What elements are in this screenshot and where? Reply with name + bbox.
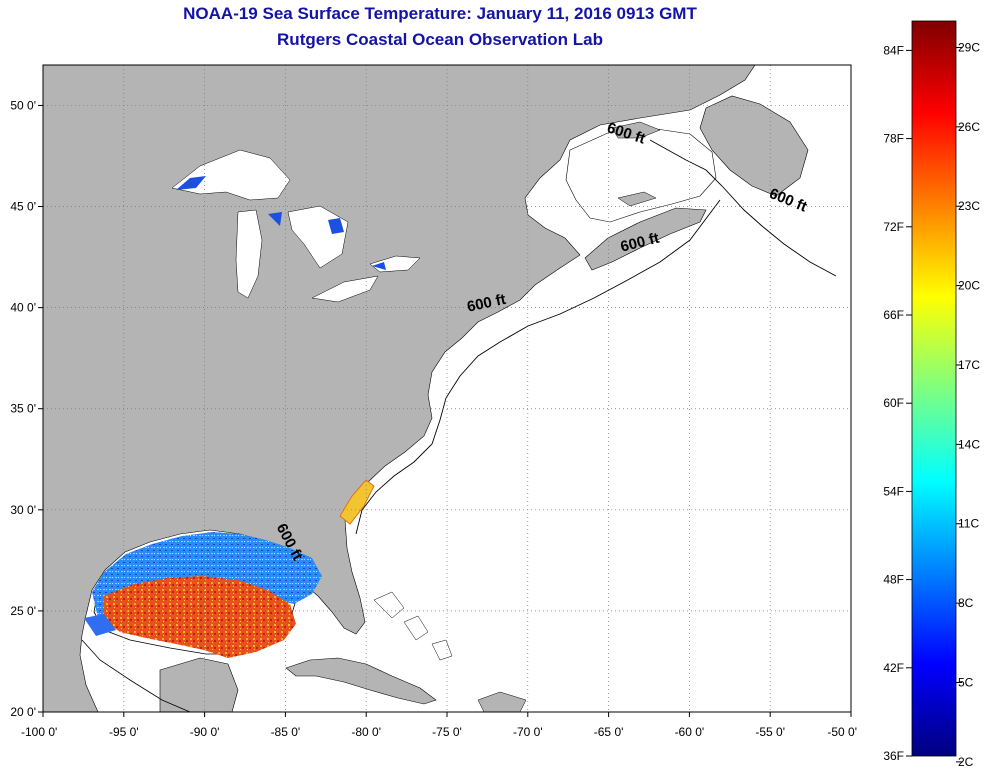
- anticosti-island: [611, 121, 661, 139]
- lon-tick-label: -80 0': [351, 725, 381, 739]
- colorbar-c-label: 8C: [958, 596, 974, 610]
- prince-edward-island: [617, 191, 657, 207]
- colorbar-f-label: 60F: [883, 396, 904, 410]
- lon-tick-label: -60 0': [675, 725, 705, 739]
- map-title: NOAA-19 Sea Surface Temperature: January…: [183, 4, 697, 23]
- lat-tick-label: 30 0': [10, 503, 36, 517]
- colorbar-f-label: 72F: [883, 220, 904, 234]
- colorbar-c-label: 14C: [958, 437, 980, 451]
- colorbar-celsius-labels: 2C 5C 8C 11C 14C 17C 20C 23C 26C 29C: [956, 40, 980, 769]
- colorbar-c-label: 11C: [958, 517, 979, 531]
- latitude-axis: 20 0' 25 0' 30 0' 35 0' 40 0' 45 0' 50 0': [10, 98, 43, 719]
- graticule: [43, 65, 851, 712]
- lon-tick-label: -50 0': [827, 725, 857, 739]
- colorbar-f-label: 66F: [883, 308, 904, 322]
- map-subtitle: Rutgers Coastal Ocean Observation Lab: [277, 30, 603, 49]
- lon-tick-label: -55 0': [755, 725, 785, 739]
- lat-tick-label: 20 0': [10, 705, 36, 719]
- lon-tick-label: -100 0': [21, 725, 57, 739]
- lake-superior: [171, 149, 291, 201]
- land-mass-cuba: [285, 657, 437, 705]
- colorbar-fahrenheit-labels: 36F 42F 48F 54F 60F 66F 72F 78F 84F: [883, 43, 912, 763]
- lon-tick-label: -90 0': [190, 725, 220, 739]
- lat-tick-label: 45 0': [10, 200, 36, 214]
- land-mass-newfoundland: [699, 95, 809, 197]
- lake-ice-blue: [176, 176, 386, 270]
- colorbar-f-label: 36F: [883, 749, 904, 763]
- lat-tick-label: 40 0': [10, 301, 36, 315]
- colorbar-c-label: 17C: [958, 358, 980, 372]
- colorbar-f-label: 78F: [883, 132, 904, 146]
- colorbar-f-label: 84F: [883, 43, 904, 57]
- colorbar-c-label: 20C: [958, 279, 980, 293]
- colorbar-c-label: 29C: [958, 40, 980, 54]
- lake-michigan: [235, 209, 263, 299]
- sst-warm-core: [104, 576, 296, 658]
- lon-tick-label: -70 0': [513, 725, 543, 739]
- lake-erie: [311, 275, 379, 303]
- lat-tick-label: 25 0': [10, 604, 36, 618]
- land-mass-yucatan: [159, 657, 239, 712]
- lon-tick-label: -65 0': [594, 725, 624, 739]
- colorbar-c-label: 5C: [958, 676, 974, 690]
- lat-tick-label: 35 0': [10, 402, 36, 416]
- colorbar-c-label: 23C: [958, 199, 980, 213]
- colorbar-f-label: 48F: [883, 573, 904, 587]
- sst-east-florida-warm: [339, 479, 375, 525]
- isobath-600ft-contour: [355, 139, 837, 535]
- colorbar-f-label: 54F: [883, 484, 904, 498]
- land-mass-hispaniola: [477, 691, 527, 712]
- longitude-axis: -100 0' -95 0' -90 0' -85 0' -80 0' -75 0' -70…: [21, 712, 857, 739]
- colorbar-c-label: 2C: [958, 755, 974, 769]
- lon-tick-label: -95 0': [109, 725, 139, 739]
- land-mass-nova-scotia: [584, 207, 707, 271]
- lat-tick-label: 50 0': [10, 98, 36, 112]
- lon-tick-label: -75 0': [432, 725, 462, 739]
- colorbar: [911, 20, 957, 757]
- land-mass-bahamas: [373, 591, 453, 661]
- gulf-outer-contour: [81, 639, 191, 712]
- lon-tick-label: -85 0': [271, 725, 301, 739]
- colorbar-f-label: 42F: [883, 661, 904, 675]
- sst-florida-straits: [84, 614, 116, 636]
- colorbar-c-label: 26C: [958, 120, 980, 134]
